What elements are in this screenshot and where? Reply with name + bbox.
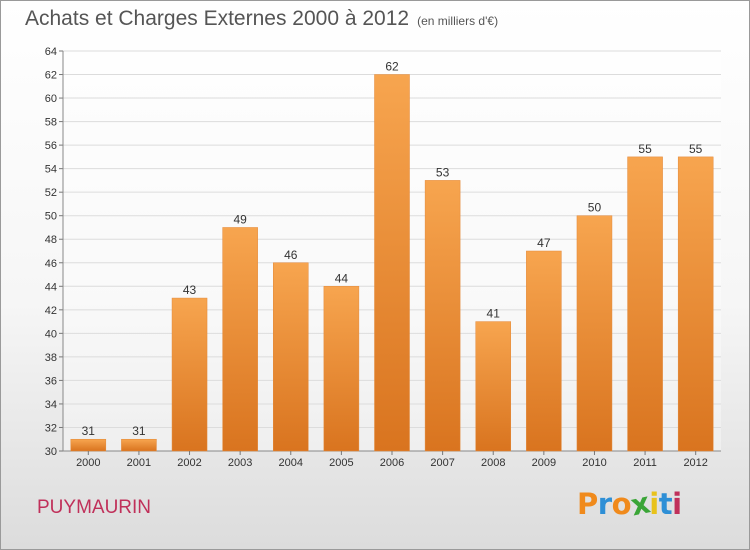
chart-title-text: Achats et Charges Externes 2000 à 2012 bbox=[25, 7, 410, 30]
bar-value-label: 31 bbox=[82, 424, 96, 438]
x-tick-label: 2005 bbox=[329, 457, 353, 469]
bar-value-label: 46 bbox=[284, 248, 298, 262]
y-tick-label: 42 bbox=[45, 305, 57, 317]
y-tick-label: 52 bbox=[45, 187, 57, 199]
y-tick-label: 40 bbox=[45, 328, 57, 340]
bar bbox=[171, 297, 208, 452]
y-tick-label: 62 bbox=[45, 70, 57, 82]
bar-value-label: 53 bbox=[436, 165, 450, 179]
logo-letter: i bbox=[672, 487, 682, 521]
logo-letter: P bbox=[577, 487, 598, 521]
y-tick-label: 34 bbox=[45, 399, 57, 411]
bar bbox=[121, 438, 157, 452]
bar-value-label: 44 bbox=[335, 271, 349, 285]
x-tick-label: 2007 bbox=[430, 457, 454, 469]
y-tick-label: 58 bbox=[45, 117, 57, 129]
bar bbox=[70, 438, 107, 452]
bar-value-label: 62 bbox=[385, 60, 399, 74]
x-tick-label: 2003 bbox=[228, 457, 252, 469]
bar bbox=[424, 180, 461, 452]
bar bbox=[323, 286, 360, 452]
chart-unit: (en milliers d'€) bbox=[417, 14, 499, 28]
logo-letter: t bbox=[658, 487, 673, 521]
logo-letter: i bbox=[649, 487, 659, 521]
bar-value-label: 55 bbox=[638, 142, 652, 156]
x-tick-label: 2009 bbox=[532, 457, 556, 469]
x-tick-label: 2004 bbox=[279, 457, 303, 469]
bar bbox=[273, 262, 309, 452]
bar bbox=[526, 250, 562, 452]
y-tick-label: 32 bbox=[45, 422, 57, 434]
bar-value-label: 43 bbox=[183, 283, 197, 297]
y-tick-label: 60 bbox=[45, 93, 57, 105]
x-tick-label: 2006 bbox=[380, 457, 404, 469]
bar-value-label: 47 bbox=[537, 236, 551, 250]
bar bbox=[374, 74, 410, 452]
x-tick-label: 2001 bbox=[127, 457, 151, 469]
y-tick-label: 54 bbox=[45, 164, 57, 176]
bar bbox=[576, 215, 613, 452]
y-tick-label: 38 bbox=[45, 352, 57, 364]
y-tick-label: 50 bbox=[45, 211, 57, 223]
y-tick-label: 64 bbox=[45, 46, 57, 58]
bar-value-label: 41 bbox=[487, 307, 501, 321]
y-tick-label: 30 bbox=[45, 446, 57, 458]
y-tick-label: 48 bbox=[45, 234, 57, 246]
bar bbox=[222, 227, 258, 452]
y-tick-label: 44 bbox=[45, 281, 57, 293]
bar bbox=[475, 321, 511, 452]
bar bbox=[627, 156, 663, 452]
bar-value-label: 31 bbox=[132, 424, 146, 438]
bar-value-label: 49 bbox=[233, 212, 247, 226]
x-tick-label: 2000 bbox=[76, 457, 100, 469]
commune-name: PUYMAURIN bbox=[37, 497, 152, 518]
logo-letter: o bbox=[611, 487, 632, 521]
bar-value-label: 55 bbox=[689, 142, 703, 156]
bar bbox=[677, 156, 714, 452]
x-tick-label: 2008 bbox=[481, 457, 505, 469]
x-tick-label: 2002 bbox=[177, 457, 201, 469]
x-tick-label: 2010 bbox=[582, 457, 606, 469]
bar-value-label: 50 bbox=[588, 201, 602, 215]
x-tick-label: 2011 bbox=[633, 457, 657, 469]
chart-title: Achats et Charges Externes 2000 à 2012 (e… bbox=[25, 7, 498, 31]
proxiti-logo: Proxiti bbox=[577, 485, 682, 522]
y-tick-label: 46 bbox=[45, 258, 57, 270]
x-tick-label: 2012 bbox=[683, 457, 707, 469]
y-tick-label: 56 bbox=[45, 140, 57, 152]
y-tick-label: 36 bbox=[45, 375, 57, 387]
logo-letter: r bbox=[597, 487, 612, 521]
